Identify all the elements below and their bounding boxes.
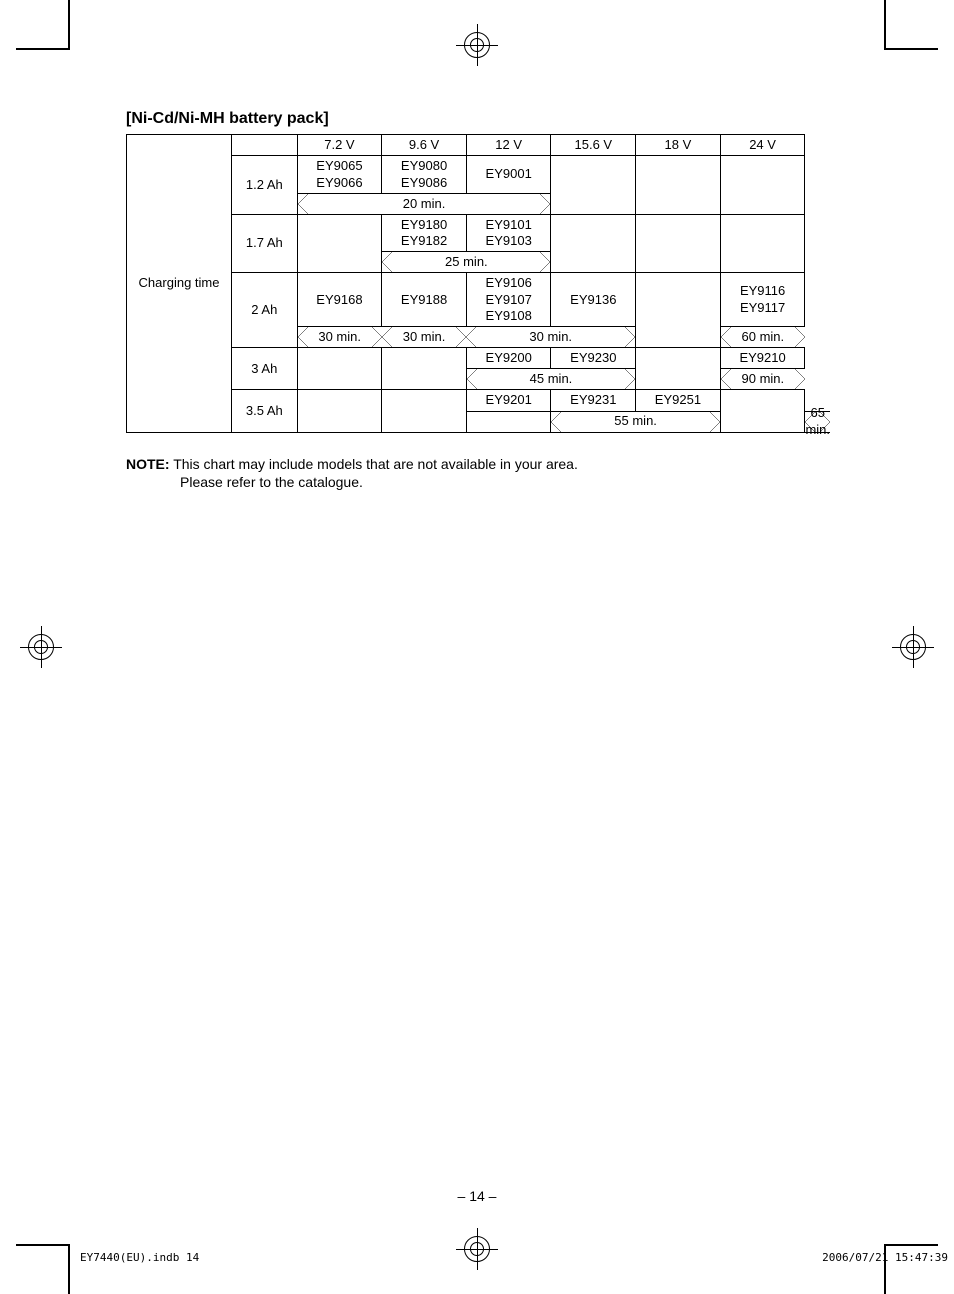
capacity-cell: 2 Ah xyxy=(232,273,298,348)
time-cell: 20 min. xyxy=(297,193,551,214)
note-label: NOTE: xyxy=(126,456,170,472)
time-cell: 60 min. xyxy=(720,327,805,348)
model-cell: EY9080 EY9086 xyxy=(382,156,467,194)
model-cell: EY9230 xyxy=(551,348,636,369)
col-header: 24 V xyxy=(720,135,805,156)
registration-mark xyxy=(28,634,54,660)
model-cell: EY9106 EY9107 EY9108 xyxy=(466,273,551,327)
model-cell: EY9168 xyxy=(297,273,382,327)
footer-filename: EY7440(EU).indb 14 xyxy=(80,1251,199,1264)
time-cell: 55 min. xyxy=(551,411,720,432)
model-cell: EY9201 xyxy=(466,390,551,411)
model-cell: EY9251 xyxy=(636,390,721,411)
charging-time-table: Charging time 7.2 V 9.6 V 12 V 15.6 V 18… xyxy=(126,134,830,433)
time-cell: 30 min. xyxy=(382,327,467,348)
registration-mark xyxy=(464,1236,490,1262)
capacity-cell: 1.7 Ah xyxy=(232,214,298,273)
table-row: 1.2 Ah EY9065 EY9066 EY9080 EY9086 EY900… xyxy=(127,156,831,194)
section-title: [Ni-Cd/Ni-MH battery pack] xyxy=(126,110,830,128)
time-cell: 30 min. xyxy=(466,327,635,348)
time-cell: 25 min. xyxy=(382,252,551,273)
model-cell: EY9136 xyxy=(551,273,636,327)
row-label-cell: Charging time xyxy=(127,135,232,433)
capacity-cell: 1.2 Ah xyxy=(232,156,298,215)
time-cell: 65 min. xyxy=(805,411,830,432)
col-header: 18 V xyxy=(636,135,721,156)
table-row: 3.5 Ah EY9201 EY9231 EY9251 xyxy=(127,390,831,411)
note-block: NOTE: This chart may include models that… xyxy=(126,455,830,493)
table-row: 3 Ah EY9200 EY9230 EY9210 xyxy=(127,348,831,369)
model-cell: EY9210 xyxy=(720,348,805,369)
model-cell: EY9188 xyxy=(382,273,467,327)
model-cell: EY9231 xyxy=(551,390,636,411)
model-cell: EY9001 xyxy=(466,156,551,194)
col-header: 12 V xyxy=(466,135,551,156)
time-cell: 30 min. xyxy=(297,327,382,348)
model-cell: EY9180 EY9182 xyxy=(382,214,467,252)
model-cell: EY9200 xyxy=(466,348,551,369)
page-number: – 14 – xyxy=(458,1188,497,1204)
col-header: 9.6 V xyxy=(382,135,467,156)
note-line: This chart may include models that are n… xyxy=(173,456,578,472)
registration-mark xyxy=(900,634,926,660)
table-row: 1.7 Ah EY9180 EY9182 EY9101 EY9103 xyxy=(127,214,831,252)
time-cell: 45 min. xyxy=(466,369,635,390)
col-header: 7.2 V xyxy=(297,135,382,156)
capacity-cell: 3 Ah xyxy=(232,348,298,390)
note-line: Please refer to the catalogue. xyxy=(180,474,363,490)
table-row: 2 Ah EY9168 EY9188 EY9106 EY9107 EY9108 … xyxy=(127,273,831,327)
capacity-cell: 3.5 Ah xyxy=(232,390,298,432)
table-header-row: Charging time 7.2 V 9.6 V 12 V 15.6 V 18… xyxy=(127,135,831,156)
col-header: 15.6 V xyxy=(551,135,636,156)
model-cell: EY9116 EY9117 xyxy=(720,273,805,327)
footer-timestamp: 2006/07/21 15:47:39 xyxy=(822,1251,948,1264)
time-cell: 90 min. xyxy=(720,369,805,390)
registration-mark xyxy=(464,32,490,58)
model-cell: EY9101 EY9103 xyxy=(466,214,551,252)
model-cell: EY9065 EY9066 xyxy=(297,156,382,194)
